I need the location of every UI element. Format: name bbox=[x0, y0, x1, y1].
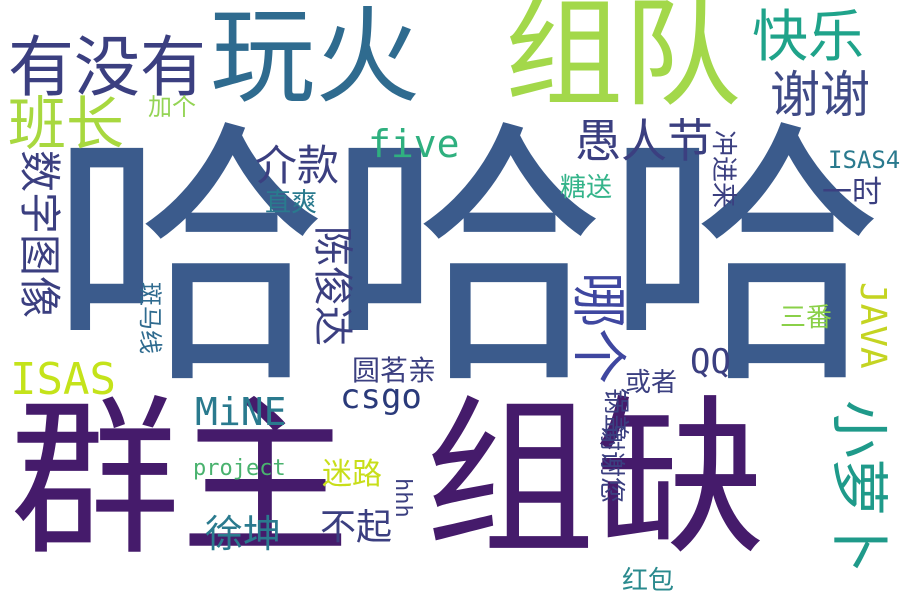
word-kuaile: 快乐 bbox=[752, 5, 864, 70]
word-hahaha: 哈哈哈 bbox=[50, 97, 884, 421]
word-mine: MiNE bbox=[195, 390, 287, 434]
word-yuanmingqin: 圆茗亲 bbox=[352, 354, 437, 387]
word-nage: 哪个 bbox=[565, 272, 630, 384]
word-xukun: 徐坤 bbox=[205, 512, 282, 556]
word-hongbao: 红包 bbox=[622, 566, 675, 596]
word-jiage: 加个 bbox=[148, 93, 196, 121]
word-java: JAVA bbox=[852, 282, 893, 369]
word-xiexienin: 谢谢您 bbox=[596, 425, 626, 504]
word-five: five bbox=[368, 122, 460, 166]
word-isas: ISAS bbox=[10, 354, 116, 405]
word-qq: QQ bbox=[690, 342, 731, 382]
word-shuzituxiang: 数字图像 bbox=[15, 150, 64, 319]
word-youmeiyou: 有没有 bbox=[8, 29, 206, 106]
word-milu: 迷路 bbox=[322, 457, 382, 492]
word-buqi: 不起 bbox=[320, 507, 393, 548]
word-yurenjie: 愚人节 bbox=[575, 114, 713, 168]
word-zudui: 组队 bbox=[505, 0, 742, 123]
word-zuque: 组缺 bbox=[425, 381, 766, 579]
word-csgo: csgo bbox=[340, 377, 422, 417]
word-banmaxian: 斑马线 bbox=[136, 282, 164, 354]
word-banzhang: 班长 bbox=[8, 90, 125, 158]
word-isas4: ISAS4 bbox=[828, 146, 900, 174]
word-xiaoluobo: 小萝卜 bbox=[825, 400, 893, 575]
word-chenjunda: 陈俊达 bbox=[309, 226, 355, 346]
word-sanfan: 三番 bbox=[780, 303, 833, 333]
word-zhishuang: 直爽 bbox=[265, 188, 318, 218]
word-wanhuo: 玩火 bbox=[210, 0, 421, 118]
word-hhh: hhh bbox=[390, 478, 415, 518]
word-tangsong: 糖送 bbox=[560, 173, 613, 203]
word-huozhe: 或者 bbox=[625, 368, 678, 398]
word-chongjinlai: 冲进来 bbox=[708, 130, 738, 209]
word-yishi: 一时 bbox=[822, 175, 882, 210]
word-xiexie: 谢谢 bbox=[770, 66, 870, 124]
word-project: project bbox=[193, 456, 286, 481]
word-qunzhu: 群主 bbox=[10, 381, 351, 579]
word-jiekuan: 介款 bbox=[255, 141, 340, 190]
